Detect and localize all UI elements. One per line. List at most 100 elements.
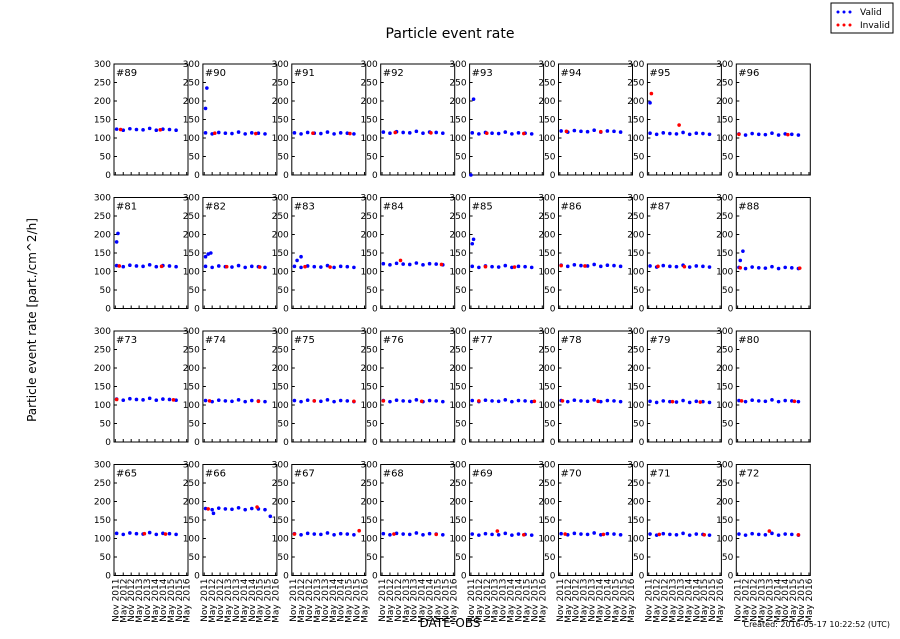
point-valid (243, 265, 247, 270)
panel-label: #86 (561, 202, 582, 213)
panel-frame (558, 464, 633, 576)
point-valid (388, 131, 392, 135)
y-tick-label: 50 (633, 153, 645, 163)
y-tick-label: 150 (538, 516, 555, 526)
panel-label: #77 (472, 335, 493, 346)
x-tick-label: May 2013 (135, 579, 145, 623)
y-tick-label: 250 (94, 79, 111, 89)
y-tick-label: 0 (639, 305, 645, 315)
y-tick-label: 50 (188, 153, 200, 163)
point-valid (223, 131, 228, 135)
y-tick-label: 300 (94, 194, 111, 204)
panel-label: #65 (116, 469, 137, 480)
x-tick-label: May 2016 (360, 578, 370, 623)
point-valid (421, 263, 425, 267)
point-valid (414, 398, 419, 402)
y-tick-label: 300 (183, 194, 200, 204)
point-valid (325, 531, 330, 535)
y-tick-label: 50 (366, 286, 378, 296)
y-tick-label: 0 (639, 572, 645, 582)
point-valid (648, 532, 652, 536)
point-valid (325, 398, 330, 402)
point-valid (434, 399, 439, 403)
point-valid (516, 264, 521, 269)
y-tick-label: 50 (100, 553, 112, 563)
x-tick-label: Nov 2014 (426, 578, 436, 622)
y-tick-label: 250 (183, 212, 200, 222)
point-valid (223, 399, 228, 403)
point-valid (236, 130, 241, 134)
y-tick-label: 300 (361, 461, 378, 471)
point-valid (394, 398, 399, 402)
point-valid (154, 264, 159, 269)
x-tick-label: Nov 2011 (111, 579, 121, 622)
point-valid (427, 261, 432, 266)
x-tick-label: Nov 2011 (200, 579, 210, 622)
point-valid (470, 264, 475, 269)
panel-label: #82 (205, 202, 226, 213)
y-tick-label: 200 (272, 364, 289, 374)
x-tick-label: May 2014 (418, 578, 428, 623)
x-tick-label: Nov 2013 (588, 579, 598, 622)
point-valid (338, 531, 343, 536)
point-valid (305, 130, 310, 135)
y-tick-label: 0 (105, 171, 111, 181)
point-valid (741, 249, 745, 253)
y-tick-label: 150 (272, 249, 289, 259)
point-valid (388, 263, 392, 267)
y-tick-label: 150 (94, 516, 111, 526)
point-valid (249, 131, 254, 135)
y-tick-label: 0 (372, 572, 378, 582)
point-valid (618, 264, 623, 269)
point-valid (256, 131, 261, 135)
panel-label: #75 (294, 335, 315, 346)
x-tick-label: May 2013 (669, 579, 679, 623)
point-invalid (649, 91, 654, 96)
point-valid (305, 398, 310, 402)
point-valid (687, 400, 692, 405)
x-tick-label: Nov 2015 (797, 579, 807, 622)
point-valid (295, 258, 299, 263)
point-valid (490, 131, 494, 135)
point-valid (572, 263, 577, 267)
x-tick-label: May 2012 (208, 579, 218, 623)
point-valid (319, 131, 323, 136)
y-tick-label: 100 (361, 535, 378, 545)
point-valid (243, 507, 247, 512)
legend-marker (848, 23, 852, 27)
point-valid (338, 398, 343, 403)
point-valid (205, 86, 209, 90)
point-valid (114, 240, 119, 244)
point-valid (756, 132, 761, 137)
point-valid (585, 129, 590, 134)
point-valid (121, 264, 126, 269)
point-valid (579, 129, 583, 134)
y-tick-label: 150 (183, 249, 200, 259)
point-valid (796, 399, 801, 404)
point-valid (249, 398, 254, 403)
point-valid (661, 263, 666, 268)
point-valid (401, 399, 405, 403)
y-tick-label: 0 (461, 171, 467, 181)
x-tick-label: Nov 2012 (661, 579, 671, 622)
point-valid (598, 264, 603, 269)
y-tick-label: 300 (272, 327, 289, 337)
y-tick-label: 0 (550, 438, 556, 448)
panel-frame (558, 330, 633, 443)
point-valid (510, 265, 514, 270)
point-invalid (434, 532, 439, 537)
y-tick-label: 300 (538, 327, 555, 337)
y-tick-label: 0 (550, 305, 556, 315)
point-invalid (656, 264, 660, 269)
point-valid (618, 533, 623, 537)
point-valid (421, 131, 425, 135)
point-valid (407, 262, 412, 267)
panel-frame (202, 330, 278, 443)
panel-frame (291, 330, 367, 443)
y-tick-label: 0 (461, 572, 467, 582)
y-tick-label: 0 (194, 572, 200, 582)
point-valid (325, 263, 330, 268)
point-valid (707, 400, 712, 405)
y-tick-label: 0 (194, 438, 200, 448)
point-valid (243, 132, 247, 136)
